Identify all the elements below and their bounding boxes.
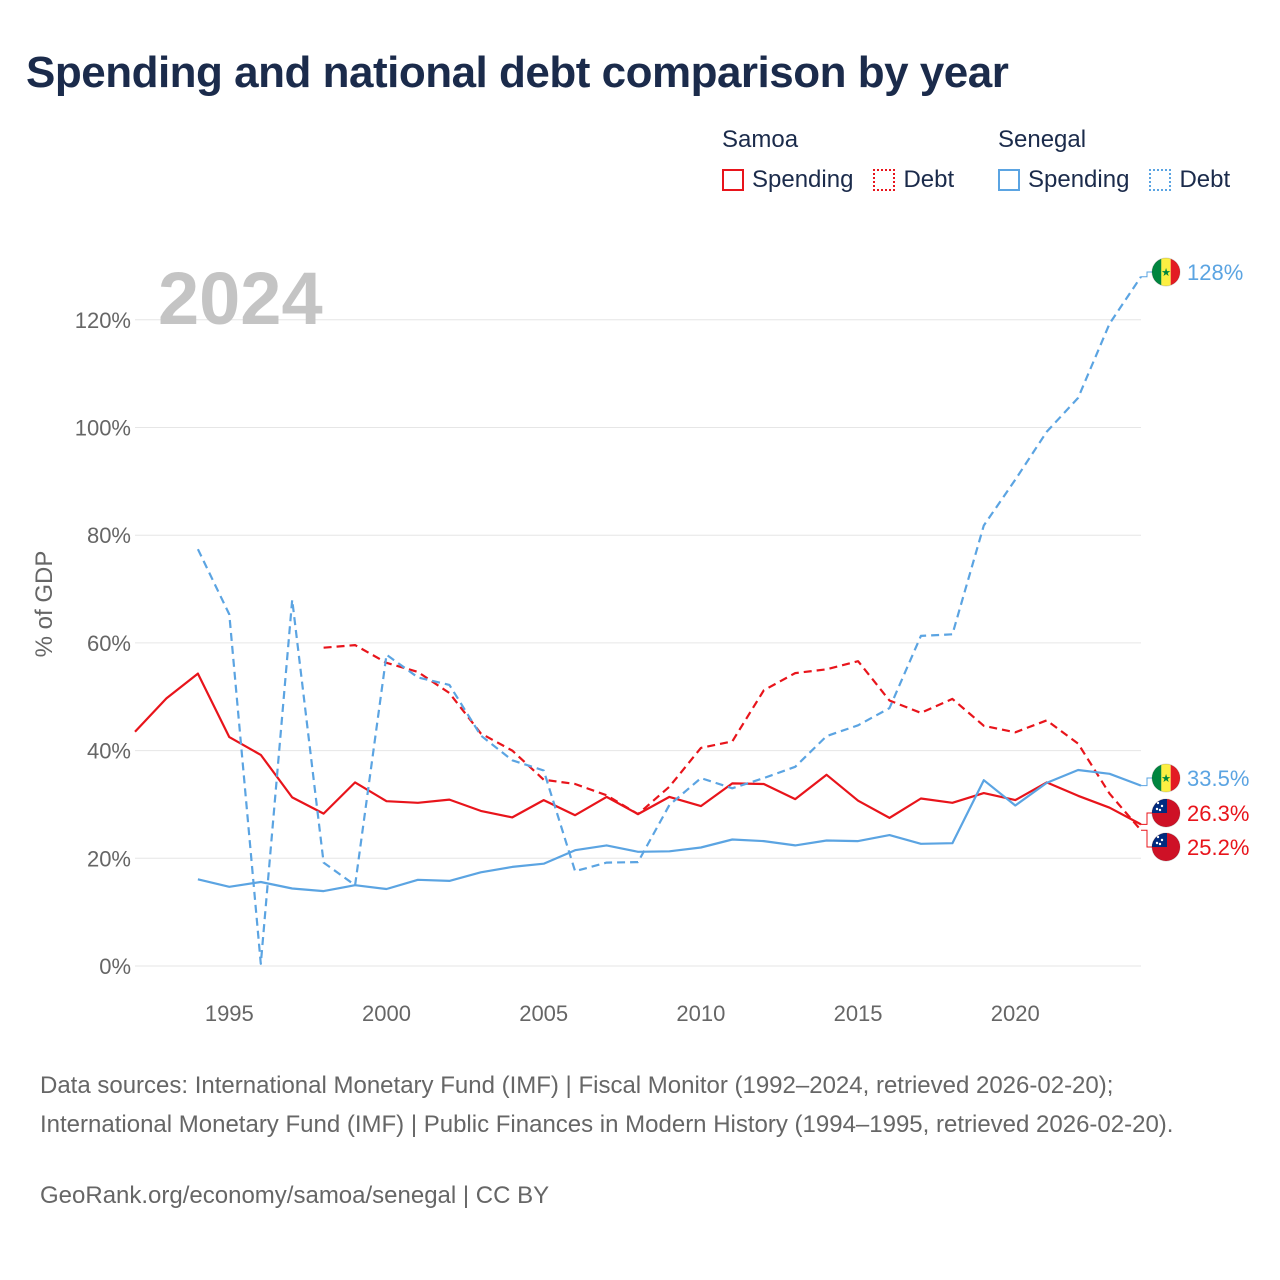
y-tick-label: 0%: [99, 954, 131, 979]
senegal-flag-icon: ★: [1151, 257, 1181, 287]
senegal-spending-line: [197, 768, 1142, 893]
y-tick-label: 40%: [87, 739, 131, 764]
legend-senegal-spending[interactable]: Spending: [998, 166, 1129, 194]
legend-senegal-debt[interactable]: Debt: [1149, 166, 1230, 194]
legend-samoa-spending[interactable]: Spending: [722, 166, 853, 194]
senegal-debt-swatch: [1149, 169, 1172, 191]
end-label-connector: [1141, 777, 1153, 787]
x-axis-ticks: 1995 2000 2005 2010 2015 2020: [205, 1001, 1040, 1026]
end-label-value: 128%: [1187, 260, 1243, 285]
end-label-value: 26.3%: [1187, 801, 1249, 826]
legend-senegal-spending-label: Spending: [1028, 166, 1130, 193]
samoa-flag-icon: [1151, 798, 1181, 828]
x-tick-label: 2000: [362, 1001, 411, 1026]
end-label-connector: [1141, 812, 1153, 825]
legend-samoa-debt[interactable]: Debt: [873, 166, 954, 194]
samoa-flag-icon: [1151, 832, 1181, 862]
end-label-value: 33.5%: [1187, 766, 1249, 791]
legend-samoa-title: Samoa: [722, 126, 799, 153]
end-label-samoa: 26.3%: [1141, 798, 1249, 828]
data-sources: Data sources: International Monetary Fun…: [40, 1072, 1174, 1138]
y-axis-label: % of GDP: [31, 551, 58, 658]
y-tick-label: 100%: [75, 416, 131, 441]
legend-senegal: Senegal Spending Debt: [998, 124, 1230, 194]
legend-senegal-debt-label: Debt: [1179, 166, 1231, 193]
chart-title: Spending and national debt comparison by…: [26, 48, 1009, 97]
gridlines: [135, 319, 1141, 967]
samoa-debt-line: [323, 643, 1142, 832]
legend-samoa-debt-label: Debt: [903, 166, 955, 193]
end-label-value: 25.2%: [1187, 835, 1249, 860]
end-label-senegal: ★ 128%: [1141, 257, 1243, 287]
end-labels: ★ 128% ★ 33.5% 26.3% 25.2%: [1141, 257, 1249, 862]
senegal-spending-swatch: [998, 169, 1020, 191]
end-label-senegal: ★ 33.5%: [1141, 763, 1249, 793]
y-tick-label: 120%: [75, 308, 131, 333]
senegal-flag-icon: ★: [1151, 763, 1181, 793]
y-tick-label: 80%: [87, 523, 131, 548]
year-watermark: 2024: [158, 257, 323, 340]
series-lines: [134, 276, 1142, 965]
svg-text:★: ★: [1161, 773, 1171, 785]
y-tick-label: 20%: [87, 846, 131, 871]
samoa-spending-line: [134, 672, 1142, 826]
x-tick-label: 1995: [205, 1001, 254, 1026]
end-label-samoa: 25.2%: [1141, 829, 1249, 862]
legend-senegal-title: Senegal: [998, 126, 1087, 153]
end-label-connector: [1141, 271, 1153, 278]
x-tick-label: 2005: [519, 1001, 568, 1026]
credit-link[interactable]: GeoRank.org/economy/samoa/senegal | CC B…: [40, 1182, 550, 1209]
x-tick-label: 2020: [991, 1001, 1040, 1026]
x-tick-label: 2010: [676, 1001, 725, 1026]
line-chart: 2024 % of GDP 0% 20% 40% 60% 80% 100% 120% 199…: [31, 257, 1249, 1026]
legend-samoa: Samoa Spending Debt: [722, 124, 974, 194]
y-tick-label: 60%: [87, 631, 131, 656]
y-axis-ticks: 0% 20% 40% 60% 80% 100% 120%: [75, 308, 131, 979]
end-label-connector: [1141, 829, 1153, 848]
svg-text:★: ★: [1161, 267, 1171, 279]
samoa-spending-swatch: [722, 169, 744, 191]
x-tick-label: 2015: [834, 1001, 883, 1026]
senegal-debt-line: [196, 276, 1142, 965]
legend-samoa-spending-label: Spending: [752, 166, 854, 193]
samoa-debt-swatch: [873, 169, 896, 191]
